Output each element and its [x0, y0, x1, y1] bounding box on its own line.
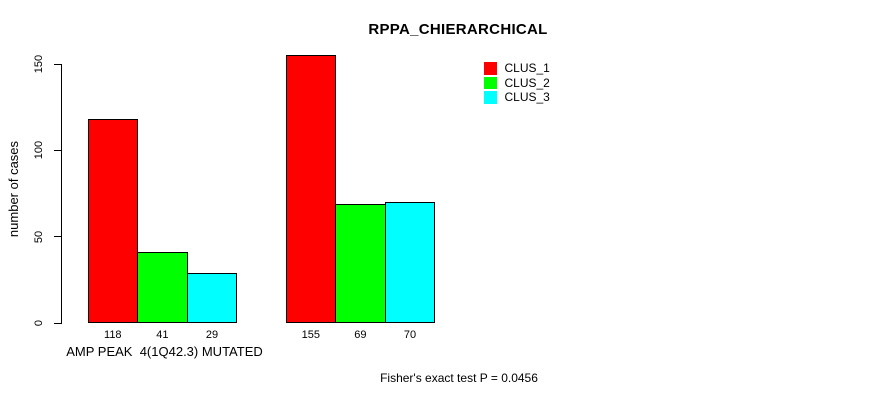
y-tick-mark: [54, 63, 62, 65]
bar-value-label: 155: [301, 329, 320, 341]
y-axis-line: [61, 64, 63, 324]
y-tick-mark: [54, 236, 62, 238]
bar-clus_3-group1: [186, 272, 238, 323]
legend-label: CLUS_3: [504, 90, 550, 104]
bar-clus_1-group1: [87, 119, 139, 323]
bar-clus_1-group2: [285, 55, 337, 323]
bar-clus_2-group2: [335, 203, 386, 323]
legend-label: CLUS_1: [504, 61, 550, 75]
bar-clus_3-group2: [384, 202, 436, 323]
y-tick-mark: [54, 149, 62, 151]
bar-value-label: 70: [403, 329, 417, 341]
chart-title: RPPA_CHIERARCHICAL: [368, 21, 548, 38]
legend-item-clus_1: CLUS_1: [484, 62, 550, 75]
legend-color-swatch: [484, 62, 497, 75]
x-axis-group-label: AMP PEAK 4(1Q42.3) MUTATED: [66, 344, 263, 359]
legend-label: CLUS_2: [504, 75, 550, 90]
bar-value-label: 41: [156, 329, 169, 341]
legend-item-clus_2: CLUS_2: [484, 75, 550, 90]
bar-value-label: 69: [354, 329, 367, 341]
bar-value-label: 29: [205, 329, 219, 341]
y-tick-label: 50: [32, 230, 45, 243]
y-tick-label: 0: [32, 319, 45, 327]
bar-value-label: 118: [104, 329, 122, 341]
legend-color-swatch: [484, 76, 497, 89]
bar-clus_2-group1: [137, 252, 188, 323]
y-tick-label: 150: [32, 54, 45, 74]
y-tick-label: 100: [32, 141, 45, 160]
legend: CLUS_1 CLUS_2 CLUS_3: [484, 62, 550, 106]
legend-color-swatch: [484, 91, 497, 104]
legend-item-clus_3: CLUS_3: [484, 91, 550, 104]
y-tick-mark: [54, 322, 62, 324]
fisher-test-annotation: Fisher's exact test P = 0.0456: [380, 371, 538, 385]
